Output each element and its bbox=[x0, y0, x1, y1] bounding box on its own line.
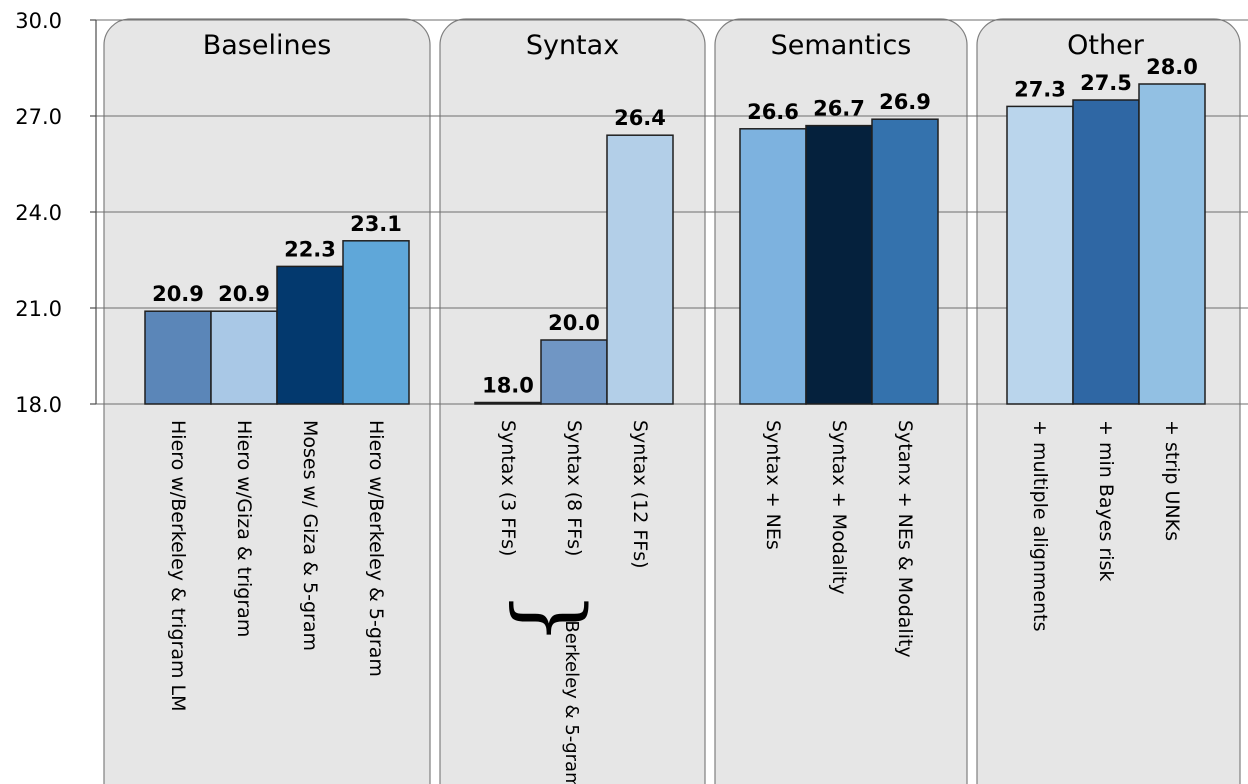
y-tick-label: 27.0 bbox=[15, 105, 62, 129]
data-label: 18.0 bbox=[482, 374, 534, 398]
annotation-label: Berkeley & 5-gram bbox=[561, 620, 582, 784]
category-label: Sytanx + NEs & Modality bbox=[894, 420, 916, 658]
bar bbox=[144, 310, 212, 405]
data-label: 23.1 bbox=[350, 212, 402, 236]
bar bbox=[342, 240, 410, 405]
bar bbox=[1006, 105, 1074, 405]
bar bbox=[606, 134, 674, 405]
bar bbox=[210, 310, 278, 405]
brace: } bbox=[502, 591, 602, 646]
data-label: 28.0 bbox=[1146, 55, 1198, 79]
bar bbox=[540, 339, 608, 405]
category-labels-layer: Hiero w/Berkeley & trigram LM Hiero w/Giz… bbox=[167, 420, 1183, 712]
category-label: Moses w/ Giza & 5-gram bbox=[299, 420, 321, 651]
y-tick-label: 24.0 bbox=[15, 201, 62, 225]
bar bbox=[474, 401, 542, 405]
data-label: 20.9 bbox=[218, 282, 270, 306]
category-label: Hiero w/Berkeley & 5-gram bbox=[365, 420, 387, 677]
ticks-layer: 30.0 27.0 24.0 21.0 18.0 bbox=[15, 9, 62, 417]
bar bbox=[1072, 99, 1140, 405]
category-label: Syntax + NEs bbox=[762, 420, 784, 550]
category-label: Hiero w/Berkeley & trigram LM bbox=[167, 420, 189, 712]
data-label: 20.0 bbox=[548, 311, 600, 335]
category-label: + multiple alignments bbox=[1029, 420, 1051, 631]
category-label: + strip UNKs bbox=[1161, 420, 1183, 541]
data-label: 27.3 bbox=[1014, 77, 1066, 101]
category-label: Syntax (3 FFs) bbox=[497, 420, 519, 556]
data-label: 26.6 bbox=[747, 100, 799, 124]
y-tick-label: 18.0 bbox=[15, 393, 62, 417]
data-label: 26.9 bbox=[879, 90, 931, 114]
y-tick-label: 21.0 bbox=[15, 297, 62, 321]
category-label: Syntax (8 FFs) bbox=[563, 420, 585, 556]
labels-layer: 20.9 20.9 22.3 23.1 18.0 20.0 26.4 26.6 26.7 26.9… bbox=[152, 55, 1198, 398]
bars-layer bbox=[144, 83, 1206, 405]
panel-title: Other bbox=[1067, 30, 1145, 61]
category-label: + min Bayes risk bbox=[1095, 420, 1117, 581]
data-label: 20.9 bbox=[152, 282, 204, 306]
bar bbox=[805, 124, 873, 405]
bar bbox=[1138, 83, 1206, 405]
panel-title: Semantics bbox=[771, 30, 912, 61]
y-tick-label: 30.0 bbox=[15, 9, 62, 33]
bar bbox=[739, 128, 807, 405]
data-label: 22.3 bbox=[284, 237, 336, 261]
data-label: 27.5 bbox=[1080, 71, 1132, 95]
panel-title: Syntax bbox=[526, 30, 619, 61]
category-label: Hiero w/Giza & trigram bbox=[233, 420, 255, 637]
data-label: 26.7 bbox=[813, 97, 865, 121]
category-label: Syntax + Modality bbox=[828, 420, 850, 595]
bar bbox=[276, 265, 344, 405]
data-label: 26.4 bbox=[614, 106, 666, 130]
panel-title: Baselines bbox=[203, 30, 332, 61]
category-label: Syntax (12 FFs) bbox=[629, 420, 651, 569]
annotation-layer: } Berkeley & 5-gram bbox=[502, 591, 602, 784]
bar bbox=[871, 118, 939, 405]
